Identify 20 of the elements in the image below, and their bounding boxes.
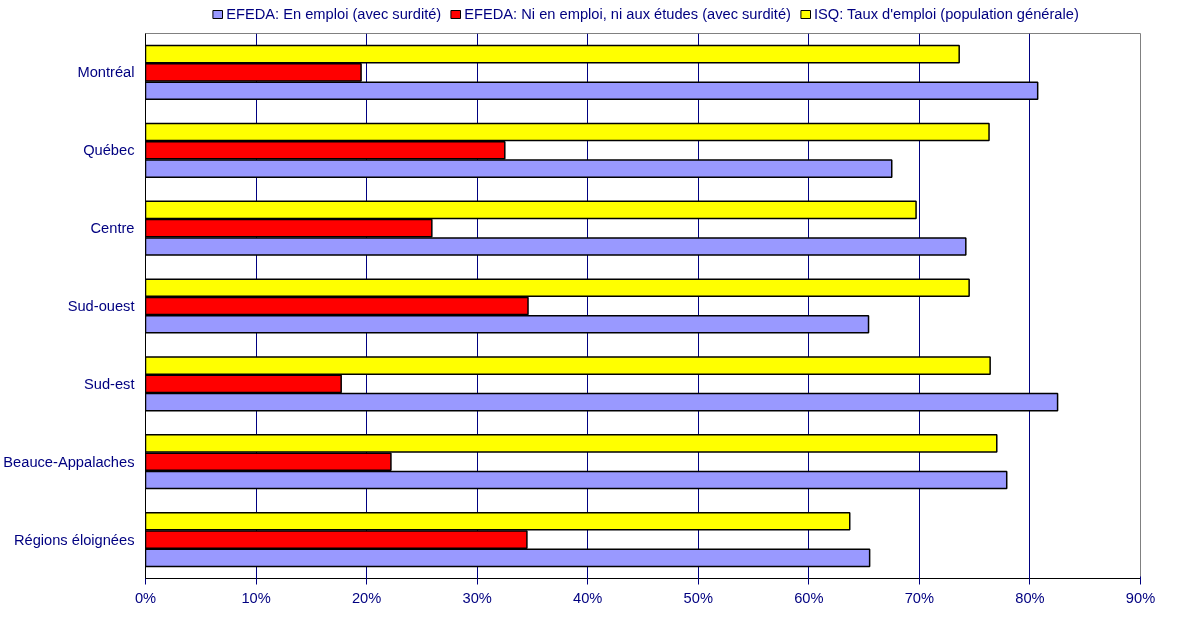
y-tick-label: Québec xyxy=(83,142,135,159)
x-tick-label: 40% xyxy=(573,589,603,606)
legend-label: EFEDA: En emploi (avec surdité) xyxy=(226,6,442,22)
y-tick-label: Centre xyxy=(90,220,135,237)
x-tick-label: 30% xyxy=(462,589,492,606)
y-tick-label: Sud-ouest xyxy=(67,298,135,314)
x-tick-label: 80% xyxy=(1015,589,1045,606)
x-tick-label: 20% xyxy=(351,589,382,606)
x-tick-label: 70% xyxy=(904,589,935,606)
x-tick-label: 0% xyxy=(134,589,157,606)
y-tick-label: Régions éloignées xyxy=(13,531,135,548)
y-tick-label: Sud-est xyxy=(83,375,135,392)
x-tick-label: 60% xyxy=(794,589,824,606)
legend-label: ISQ: Taux d'emploi (population générale) xyxy=(813,6,1079,22)
legend-label: EFEDA: Ni en emploi, ni aux études (avec surdité) xyxy=(464,6,791,22)
x-tick-label: 50% xyxy=(683,589,713,606)
x-tick-label: 10% xyxy=(241,589,271,606)
y-tick-label: Beauce-Appalaches xyxy=(3,453,135,470)
x-tick-label: 90% xyxy=(1125,589,1156,606)
y-tick-label: Montréal xyxy=(77,64,135,81)
